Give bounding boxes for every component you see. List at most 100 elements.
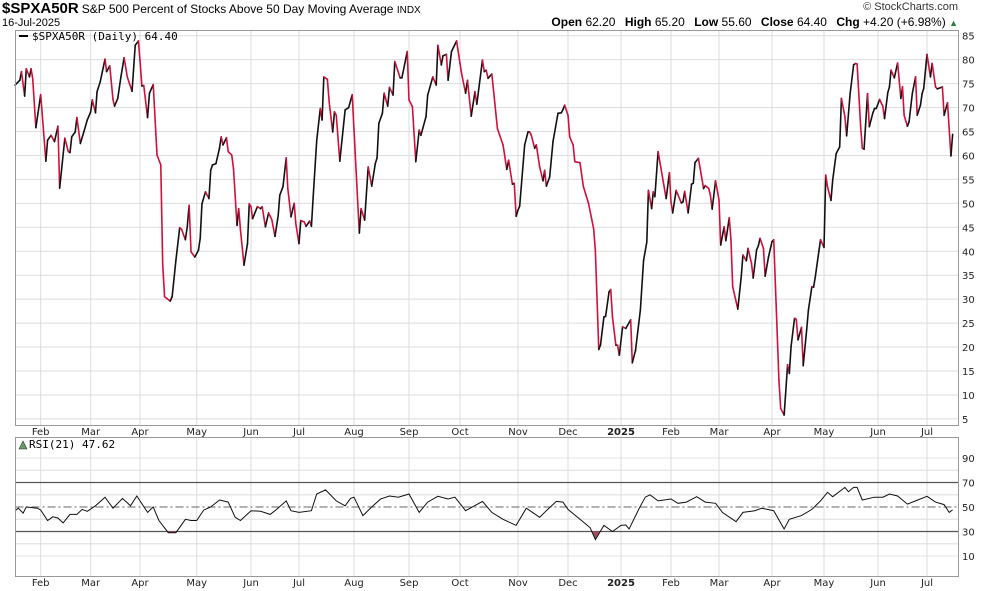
price-segment bbox=[351, 93, 355, 131]
price-segment bbox=[530, 134, 536, 150]
price-segment bbox=[568, 135, 574, 146]
price-segment bbox=[762, 247, 766, 277]
open-value: 62.20 bbox=[585, 15, 616, 29]
price-segment bbox=[931, 62, 937, 88]
price-segment bbox=[305, 220, 311, 228]
price-segment bbox=[639, 259, 645, 311]
price-segment bbox=[466, 79, 473, 117]
x-tick-label: Apr bbox=[131, 427, 149, 438]
x-tick-label: May bbox=[814, 427, 835, 438]
price-segment bbox=[142, 84, 149, 119]
x-tick-label: Feb bbox=[662, 427, 680, 438]
price-segment bbox=[227, 150, 233, 156]
price-segment bbox=[518, 144, 526, 208]
price-segment bbox=[312, 139, 318, 198]
price-segment bbox=[197, 237, 202, 252]
price-segment bbox=[426, 76, 434, 96]
price-segment bbox=[552, 112, 559, 143]
price-segment bbox=[277, 194, 281, 217]
price-segment bbox=[687, 183, 693, 214]
y-tick-label: 45 bbox=[962, 223, 975, 234]
price-segment bbox=[863, 92, 869, 151]
price-segment bbox=[378, 112, 384, 125]
price-segment bbox=[675, 189, 683, 204]
price-segment bbox=[237, 207, 242, 231]
price-segment bbox=[58, 137, 66, 189]
price-segment bbox=[270, 218, 276, 238]
rsi-x-tick-label: Apr bbox=[763, 578, 781, 589]
price-segment bbox=[654, 150, 659, 198]
y-tick-label: 50 bbox=[962, 199, 975, 210]
rsi-x-tick-label: Mar bbox=[710, 578, 730, 589]
chart-date: 16-Jul-2025 bbox=[2, 17, 61, 29]
price-segment bbox=[835, 146, 841, 155]
price-segment bbox=[823, 174, 827, 249]
price-segment bbox=[634, 309, 642, 352]
price-segment bbox=[629, 318, 634, 364]
price-segment bbox=[830, 179, 834, 202]
price-segment bbox=[802, 329, 808, 367]
price-segment bbox=[94, 90, 98, 114]
price-segment bbox=[180, 228, 187, 241]
price-segment bbox=[381, 92, 385, 115]
x-tick-label: Mar bbox=[81, 427, 101, 438]
main-grid bbox=[15, 31, 959, 425]
ohlc-summary: Open 62.20 High 65.20 Low 55.60 Close 64… bbox=[545, 15, 958, 29]
price-segment bbox=[137, 40, 141, 62]
price-segment bbox=[171, 259, 177, 298]
price-segment bbox=[161, 262, 166, 298]
price-segment bbox=[714, 180, 720, 201]
price-segment bbox=[201, 191, 207, 205]
price-segment bbox=[23, 67, 28, 97]
price-segment bbox=[856, 63, 862, 127]
price-segment bbox=[731, 285, 737, 303]
price-segment bbox=[406, 50, 410, 101]
price-segment bbox=[411, 105, 417, 163]
price-segment bbox=[437, 44, 443, 66]
price-segment bbox=[548, 140, 554, 178]
chart-title: $SPXA50R S&P 500 Percent of Stocks Above … bbox=[2, 0, 421, 17]
price-segment bbox=[574, 160, 581, 164]
price-segment bbox=[123, 56, 129, 78]
rsi-x-tick-label: Jul bbox=[920, 578, 933, 589]
price-segment bbox=[358, 207, 362, 234]
price-segment bbox=[83, 119, 89, 133]
price-segment bbox=[812, 275, 817, 288]
price-segment bbox=[274, 214, 280, 238]
price-segment bbox=[370, 162, 377, 187]
price-segment bbox=[697, 157, 701, 170]
price-segment bbox=[188, 204, 192, 253]
price-segment bbox=[175, 226, 181, 262]
x-tick-label: Aug bbox=[344, 427, 364, 438]
price-segment bbox=[567, 114, 571, 138]
chg-value: +4.20 (+6.98%) bbox=[863, 15, 946, 29]
x-tick-label: May bbox=[186, 427, 207, 438]
rsi-x-tick-label: May bbox=[186, 578, 207, 589]
x-tick-label: Mar bbox=[710, 427, 730, 438]
price-segment bbox=[543, 169, 548, 187]
price-segment bbox=[631, 349, 637, 364]
price-segment bbox=[618, 326, 624, 356]
y-tick-label: 20 bbox=[962, 343, 975, 354]
price-segment bbox=[936, 86, 944, 90]
price-segment bbox=[523, 131, 529, 146]
price-segment bbox=[331, 111, 336, 133]
price-segment bbox=[845, 92, 851, 137]
price-segment bbox=[278, 185, 284, 197]
price-segment bbox=[719, 226, 725, 246]
price-segment bbox=[450, 40, 458, 53]
price-segment bbox=[353, 129, 361, 234]
price-segment bbox=[625, 318, 632, 330]
price-segment bbox=[392, 60, 396, 96]
x-tick-label: Jul bbox=[292, 427, 305, 438]
rsi-legend: RSI(21) 47.62 bbox=[29, 438, 115, 451]
price-segment bbox=[914, 76, 919, 117]
price-segment bbox=[868, 112, 874, 128]
price-segment bbox=[414, 129, 421, 163]
price-segment bbox=[599, 316, 605, 346]
close-value: 64.40 bbox=[796, 15, 827, 29]
price-segment bbox=[339, 109, 346, 162]
price-segment bbox=[232, 167, 238, 227]
price-segment bbox=[298, 219, 302, 245]
price-segment bbox=[96, 80, 102, 93]
